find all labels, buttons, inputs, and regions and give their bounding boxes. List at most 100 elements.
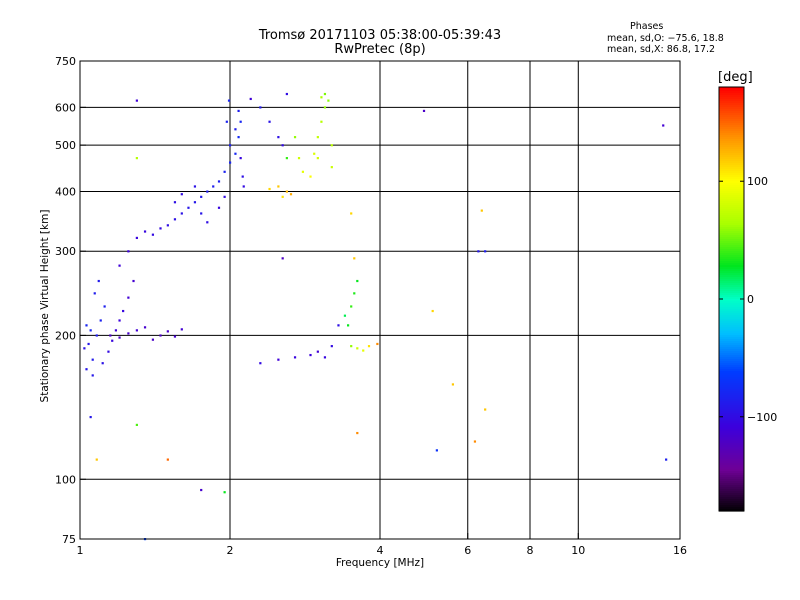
colorbar-segment bbox=[719, 269, 744, 272]
colorbar-segment bbox=[719, 295, 744, 298]
colorbar-segment bbox=[719, 369, 744, 372]
data-point bbox=[127, 296, 130, 299]
x-tick-label: 6 bbox=[464, 544, 471, 557]
data-point bbox=[289, 193, 293, 196]
colorbar-segment bbox=[719, 139, 744, 142]
data-point bbox=[323, 356, 327, 359]
y-tick-label: 600 bbox=[55, 101, 76, 114]
colorbar-segment bbox=[719, 213, 744, 216]
colorbar-segment bbox=[719, 425, 744, 428]
data-point bbox=[665, 458, 668, 461]
data-point bbox=[316, 136, 319, 139]
data-point bbox=[285, 190, 288, 193]
colorbar-segment bbox=[719, 181, 744, 184]
data-point bbox=[249, 97, 252, 101]
colorbar-segment bbox=[719, 161, 744, 164]
colorbar-segment bbox=[719, 371, 744, 374]
data-point bbox=[234, 152, 237, 155]
colorbar-segment bbox=[719, 377, 744, 380]
data-point bbox=[200, 195, 203, 198]
colorbar-segment bbox=[719, 183, 744, 186]
colorbar-segment bbox=[719, 249, 744, 252]
data-point bbox=[91, 374, 94, 377]
colorbar-segment bbox=[719, 179, 744, 182]
colorbar-segment bbox=[719, 175, 744, 178]
data-point bbox=[662, 124, 665, 127]
colorbar-segment bbox=[719, 193, 744, 196]
colorbar-segment bbox=[719, 353, 744, 356]
colorbar-segment bbox=[719, 451, 744, 454]
colorbar-segment bbox=[719, 215, 744, 218]
colorbar-segment bbox=[719, 463, 744, 466]
data-point bbox=[217, 180, 221, 183]
data-point bbox=[281, 257, 284, 260]
colorbar-segment bbox=[719, 257, 744, 260]
data-point bbox=[99, 319, 102, 322]
colorbar-segment bbox=[719, 387, 744, 390]
colorbar-segment bbox=[719, 415, 744, 418]
data-point bbox=[293, 136, 297, 139]
data-point bbox=[166, 224, 169, 227]
colorbar-segment bbox=[719, 241, 744, 244]
colorbar-segment bbox=[719, 419, 744, 422]
colorbar-segment bbox=[719, 275, 744, 278]
colorbar-segment bbox=[719, 457, 744, 460]
data-point bbox=[206, 221, 209, 224]
colorbar-segment bbox=[719, 219, 744, 222]
colorbar-segment bbox=[719, 467, 744, 470]
x-axis-label: Frequency [MHz] bbox=[335, 557, 425, 569]
colorbar-segment bbox=[719, 287, 744, 290]
colorbar-segment bbox=[719, 313, 744, 316]
data-point bbox=[180, 328, 183, 331]
colorbar-segment bbox=[719, 423, 744, 426]
colorbar-segment bbox=[719, 487, 744, 490]
colorbar-segment bbox=[719, 293, 744, 296]
colorbar-segment bbox=[719, 237, 744, 240]
colorbar-segment bbox=[719, 489, 744, 492]
colorbar-segment bbox=[719, 317, 744, 320]
data-point bbox=[327, 99, 330, 102]
data-point bbox=[356, 431, 359, 435]
colorbar-segment bbox=[719, 143, 744, 146]
colorbar-segment bbox=[719, 111, 744, 114]
data-point bbox=[89, 415, 92, 419]
colorbar-segment bbox=[719, 167, 744, 170]
data-point bbox=[127, 332, 130, 335]
x-axis-ticks: 1 2 4 6 8 10 16 bbox=[77, 533, 687, 557]
colorbar-segment bbox=[719, 509, 744, 512]
colorbar-segment bbox=[719, 91, 744, 94]
colorbar-segment bbox=[719, 203, 744, 206]
colorbar-segment bbox=[719, 503, 744, 506]
colorbar-segment bbox=[719, 157, 744, 160]
colorbar-segment bbox=[719, 169, 744, 172]
colorbar-segment bbox=[719, 421, 744, 424]
colorbar-segment bbox=[719, 145, 744, 148]
data-point bbox=[480, 209, 483, 212]
phases-o-stats: mean, sd,O: −75.6, 18.8 bbox=[607, 33, 724, 44]
data-point bbox=[320, 120, 323, 123]
data-point bbox=[268, 120, 271, 123]
data-point bbox=[159, 334, 162, 337]
colorbar-segment bbox=[719, 345, 744, 348]
colorbar-segment bbox=[719, 359, 744, 362]
colorbar-segment bbox=[719, 505, 744, 508]
colorbar-segment bbox=[719, 171, 744, 174]
phases-heading: Phases bbox=[630, 21, 664, 32]
colorbar-segment bbox=[719, 155, 744, 158]
colorbar-segment bbox=[719, 343, 744, 346]
data-point bbox=[285, 92, 288, 96]
data-point bbox=[435, 449, 438, 452]
colorbar-segment bbox=[719, 413, 744, 416]
colorbar-segment bbox=[719, 491, 744, 494]
data-point bbox=[277, 136, 280, 139]
colorbar-tick-label: 0 bbox=[747, 293, 754, 306]
data-point bbox=[316, 157, 319, 160]
colorbar-segment bbox=[719, 123, 744, 126]
y-tick-label: 75 bbox=[62, 533, 76, 546]
data-point bbox=[239, 120, 242, 123]
data-point bbox=[127, 250, 130, 253]
colorbar-segment bbox=[719, 253, 744, 256]
colorbar-segment bbox=[719, 201, 744, 204]
colorbar-segment bbox=[719, 133, 744, 136]
data-point bbox=[193, 185, 197, 188]
